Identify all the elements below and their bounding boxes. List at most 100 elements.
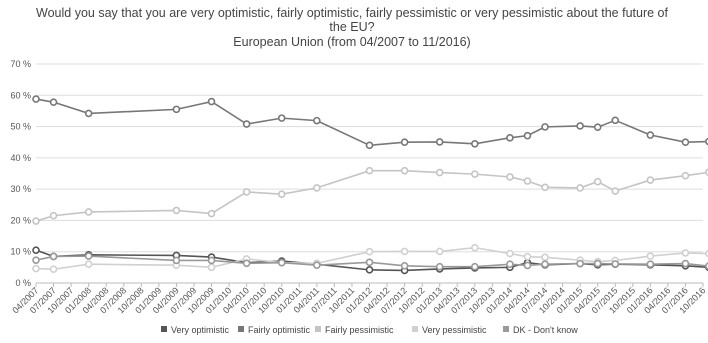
data-point	[471, 262, 479, 271]
data-point	[471, 243, 479, 252]
data-point	[541, 123, 549, 131]
series-group	[32, 95, 708, 275]
legend-label: Very optimistic	[171, 325, 230, 335]
data-point	[541, 260, 549, 269]
title-line-3: European Union (from 04/2007 to 11/2016)	[233, 35, 470, 49]
data-point	[523, 261, 532, 270]
data-point	[84, 208, 93, 216]
data-point	[365, 266, 374, 274]
data-point	[32, 246, 40, 254]
data-point	[84, 109, 93, 118]
data-point	[49, 98, 58, 106]
grid-lines	[36, 63, 703, 284]
data-point	[646, 260, 655, 269]
data-point	[277, 258, 286, 267]
data-point	[365, 258, 374, 267]
data-point	[32, 256, 40, 264]
data-point	[471, 139, 479, 148]
data-point	[506, 134, 514, 142]
legend-label: DK - Don't know	[513, 325, 578, 335]
data-point	[172, 256, 181, 265]
data-point	[681, 249, 690, 257]
data-point	[242, 188, 251, 196]
data-point	[705, 262, 708, 270]
data-point	[400, 166, 409, 175]
data-point	[611, 116, 620, 125]
data-point	[541, 253, 549, 262]
data-point	[84, 252, 93, 260]
legend-swatch	[412, 326, 418, 332]
series-1	[32, 95, 708, 150]
data-point	[49, 265, 58, 274]
data-point	[523, 131, 532, 140]
legend-label: Fairly pessimistic	[325, 325, 394, 335]
legend: Very optimistic Fairly optimistic Fairly p…	[161, 325, 578, 335]
data-point	[207, 256, 216, 265]
data-point	[400, 261, 409, 270]
data-point	[523, 252, 532, 261]
data-point	[576, 184, 584, 192]
y-tick-label: 0 %	[15, 278, 31, 288]
data-point	[646, 176, 655, 184]
y-tick-label: 30 %	[10, 184, 31, 194]
data-point	[435, 247, 444, 256]
data-point	[471, 170, 479, 178]
data-point	[681, 171, 690, 180]
y-tick-label: 50 %	[10, 122, 31, 132]
chart-title: Would you say that you are very optimist…	[36, 6, 668, 49]
data-point	[84, 260, 93, 269]
data-point	[611, 187, 620, 195]
data-point	[32, 95, 40, 103]
data-point	[172, 105, 181, 114]
data-point	[32, 217, 40, 225]
series-line	[35, 98, 708, 147]
y-tick-label: 20 %	[10, 215, 31, 225]
data-point	[705, 168, 708, 176]
y-axis-ticks: 0 % 10 % 20 % 30 % 40 % 50 % 60 % 70 %	[10, 59, 31, 288]
data-point	[646, 252, 655, 260]
data-point	[435, 168, 444, 177]
data-point	[400, 138, 409, 147]
legend-swatch	[503, 326, 509, 332]
data-point	[313, 261, 321, 269]
data-point	[646, 131, 655, 139]
legend-label: Very pessimistic	[422, 325, 487, 335]
title-line-2: the EU?	[329, 20, 374, 34]
legend-swatch	[315, 326, 321, 332]
data-point	[49, 252, 58, 261]
data-point	[277, 190, 286, 198]
data-point	[435, 262, 444, 271]
data-point	[593, 177, 602, 186]
data-point	[705, 249, 708, 258]
data-point	[705, 137, 708, 146]
data-point	[576, 259, 584, 268]
data-point	[207, 209, 216, 218]
y-tick-label: 70 %	[10, 59, 31, 69]
data-point	[32, 264, 40, 273]
data-point	[593, 259, 602, 268]
legend-swatch	[238, 326, 244, 332]
data-point	[506, 173, 514, 181]
data-point	[611, 260, 620, 268]
data-point	[435, 138, 444, 146]
data-point	[172, 206, 181, 215]
data-point	[242, 259, 251, 268]
data-point	[365, 141, 374, 150]
data-point	[506, 260, 514, 269]
y-tick-label: 60 %	[10, 90, 31, 100]
y-tick-label: 10 %	[10, 247, 31, 257]
data-point	[277, 114, 286, 122]
data-point	[576, 122, 584, 130]
title-line-1: Would you say that you are very optimist…	[36, 6, 668, 20]
data-point	[681, 138, 690, 147]
series-line	[35, 169, 708, 222]
y-tick-label: 40 %	[10, 153, 31, 163]
data-point	[207, 263, 216, 272]
legend-label: Fairly optimistic	[248, 325, 311, 335]
data-point	[523, 177, 532, 185]
data-point	[506, 249, 514, 258]
data-point	[593, 123, 602, 131]
series-2	[32, 166, 708, 225]
data-point	[681, 259, 690, 268]
